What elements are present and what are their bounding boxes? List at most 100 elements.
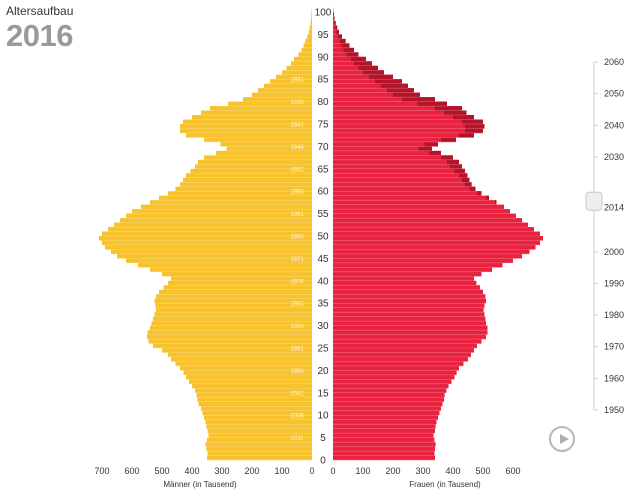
age-tick-label: 15	[317, 388, 329, 399]
birth-year-label: 1986	[290, 324, 304, 330]
bar-women-age-75	[333, 119, 483, 125]
bar-men-age-89	[294, 56, 312, 62]
bar-women-age-11	[333, 406, 441, 411]
bar-women-age-73	[333, 128, 483, 134]
bar-women-surplus-age-91	[343, 47, 354, 53]
bar-women-surplus-age-96	[335, 25, 338, 31]
bar-women-age-65	[333, 164, 462, 169]
birth-year-label: 1936	[290, 100, 304, 106]
bar-men-age-91	[301, 47, 312, 53]
bar-women-age-30	[333, 321, 486, 326]
bar-women-age-6	[333, 428, 435, 434]
bar-women-surplus-age-77	[444, 110, 467, 116]
bar-men-age-97	[310, 20, 312, 26]
bar-women-age-10	[333, 410, 440, 416]
bar-women-age-32	[333, 312, 485, 317]
x-tick-label-women: 100	[355, 466, 370, 476]
bar-men-age-92	[303, 43, 312, 49]
bar-men-age-82	[258, 88, 312, 93]
bar-women-surplus-age-82	[387, 88, 414, 93]
bar-men-age-56	[141, 204, 312, 210]
bar-men-age-7	[206, 424, 312, 429]
bar-men-age-60	[175, 186, 312, 192]
bar-men-age-17	[189, 379, 312, 385]
bar-women-surplus-age-86	[363, 70, 384, 75]
bar-men-age-64	[190, 168, 312, 174]
bar-men-age-38	[163, 285, 312, 290]
bar-women-surplus-age-97	[334, 20, 336, 26]
birth-year-label: 2001	[290, 391, 304, 397]
bar-men-age-53	[120, 218, 312, 223]
birth-year-label: 1996	[290, 369, 304, 375]
timeline-tick-label: 1990	[604, 278, 624, 288]
bar-women-age-64	[333, 168, 465, 174]
bar-men-age-81	[252, 92, 312, 98]
play-icon	[560, 434, 569, 444]
x-tick-label-women: 600	[505, 466, 520, 476]
bar-men-age-71	[204, 137, 312, 143]
bar-women-age-28	[333, 330, 488, 335]
bar-women-age-70	[333, 141, 438, 147]
bar-men-age-77	[201, 110, 312, 116]
bar-men-age-63	[186, 173, 312, 178]
bar-women-age-76	[333, 115, 474, 120]
bar-men-age-47	[105, 244, 312, 250]
bar-men-age-44	[126, 258, 312, 264]
chart-title: Altersaufbau	[6, 4, 74, 18]
bar-women-age-69	[333, 146, 432, 152]
bar-women-surplus-age-92	[341, 43, 350, 49]
bar-men-age-55	[132, 209, 312, 214]
age-tick-label: 75	[317, 120, 329, 131]
bar-women-surplus-age-68	[429, 150, 441, 156]
bar-women-age-79	[333, 101, 447, 107]
bar-women-age-55	[333, 209, 510, 214]
age-tick-label: 50	[317, 232, 329, 243]
bar-women-surplus-age-93	[339, 38, 346, 44]
x-tick-label-men: 400	[184, 466, 199, 476]
bar-women-age-26	[333, 339, 482, 344]
bar-women-age-31	[333, 316, 486, 322]
bar-women-age-89	[333, 56, 366, 62]
timeline-tick-label: 2000	[604, 247, 624, 257]
bar-women-surplus-age-60	[469, 186, 476, 192]
bar-women-age-35	[333, 298, 486, 304]
bar-men-age-51	[108, 227, 312, 232]
bar-women-age-90	[333, 52, 359, 57]
play-button[interactable]	[549, 426, 575, 452]
bar-women-age-9	[333, 415, 438, 420]
x-tick-label-men: 200	[244, 466, 259, 476]
bar-men-age-14	[196, 392, 312, 398]
bar-women-age-34	[333, 303, 485, 308]
bar-women-age-86	[333, 70, 384, 75]
year-display: 2016	[6, 18, 73, 53]
bar-women-age-81	[333, 92, 420, 98]
bar-men-age-8	[205, 419, 312, 425]
bar-men-age-10	[202, 410, 312, 416]
bar-women-surplus-age-73	[465, 128, 483, 134]
bar-women-age-58	[333, 195, 489, 201]
timeline-handle[interactable]	[585, 191, 603, 211]
bar-women-age-53	[333, 218, 522, 223]
bar-women-age-21	[333, 361, 464, 367]
bar-women-age-74	[333, 124, 485, 129]
x-tick-label-women: 200	[385, 466, 400, 476]
bar-women-age-94	[333, 34, 342, 40]
bar-women-age-24	[333, 348, 474, 353]
bar-women-surplus-age-67	[441, 155, 453, 161]
bar-women-age-63	[333, 173, 468, 178]
bar-men-age-13	[197, 397, 312, 402]
bar-women-surplus-age-70	[424, 141, 438, 147]
bar-men-age-49	[99, 236, 312, 241]
bar-men-age-86	[282, 70, 312, 75]
bar-women-age-0	[333, 455, 435, 461]
bar-women-age-59	[333, 191, 482, 196]
bar-men-age-33	[156, 307, 312, 313]
age-tick-label: 35	[317, 299, 329, 310]
bar-men-age-0	[207, 455, 312, 461]
bar-women-age-84	[333, 79, 402, 84]
bar-men-age-12	[198, 401, 312, 407]
bar-women-age-46	[333, 249, 530, 255]
age-tick-label: 80	[317, 97, 329, 108]
bar-men-age-65	[195, 164, 312, 169]
bar-women-age-41	[333, 271, 482, 277]
